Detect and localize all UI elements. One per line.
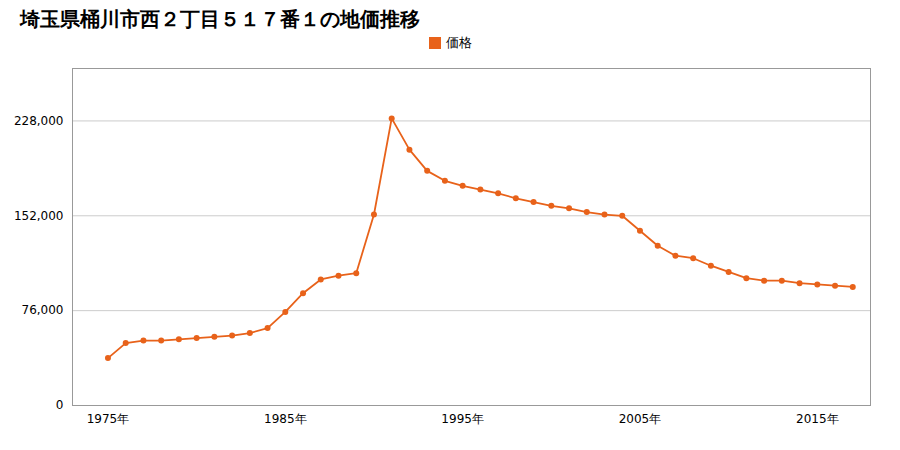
svg-text:228,000: 228,000 bbox=[14, 114, 64, 128]
svg-text:0: 0 bbox=[56, 398, 64, 412]
html-text:価格: 価格 bbox=[445, 35, 472, 50]
svg-text:1995年: 1995年 bbox=[441, 412, 484, 426]
svg-text:152,000: 152,000 bbox=[14, 209, 64, 223]
svg-text:2005年: 2005年 bbox=[619, 412, 662, 426]
svg-text:1985年: 1985年 bbox=[264, 412, 307, 426]
svg-text:1975年: 1975年 bbox=[87, 412, 130, 426]
svg-text:2015年: 2015年 bbox=[796, 412, 839, 426]
svg-text:76,000: 76,000 bbox=[22, 303, 64, 317]
html-text:埼玉県桶川市西２丁目５１７番１の地価推移: 埼玉県桶川市西２丁目５１７番１の地価推移 bbox=[20, 7, 420, 31]
